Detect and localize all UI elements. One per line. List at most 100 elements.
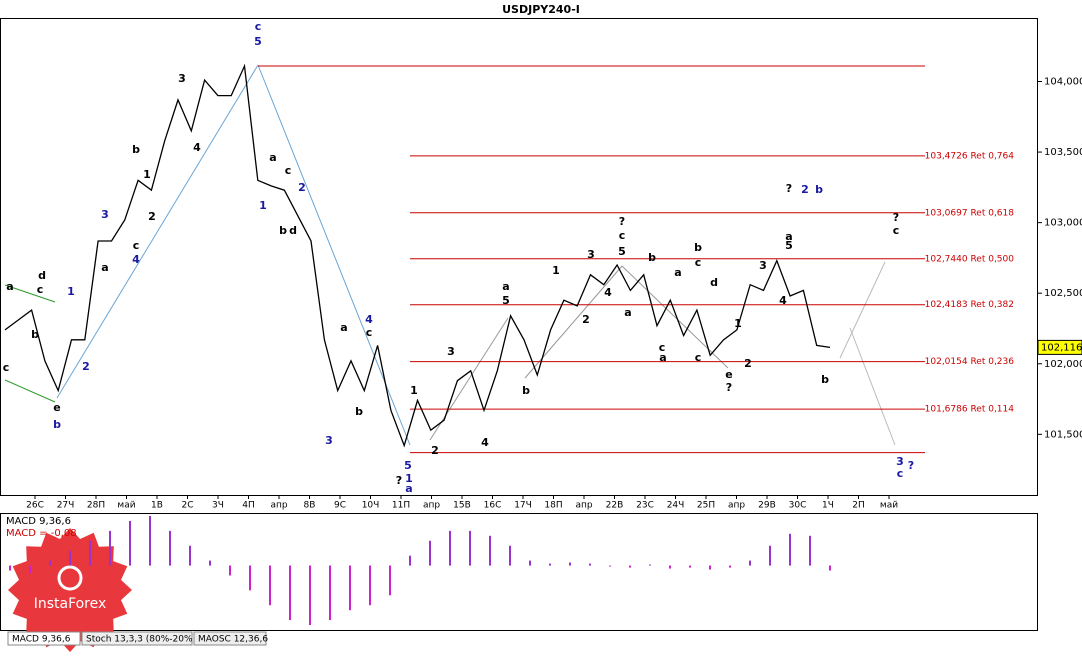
tab-label[interactable]: Stoch 13,3,3 (80%-20%) bbox=[86, 635, 196, 645]
x-tick-label: 26С bbox=[26, 501, 44, 511]
wave-label: c bbox=[695, 256, 702, 269]
level-label: 102,4183 Ret 0,382 bbox=[925, 300, 1014, 310]
wave-label: 2 bbox=[298, 181, 306, 194]
trend-line bbox=[56, 64, 259, 399]
wave-label: 5 bbox=[502, 294, 510, 307]
x-tick-label: апр bbox=[728, 501, 745, 511]
wave-label: b bbox=[31, 328, 39, 341]
wave-label: a bbox=[269, 151, 276, 164]
wave-label: 1 bbox=[143, 168, 151, 181]
watermark-icon bbox=[57, 565, 83, 591]
wave-label: a bbox=[624, 306, 631, 319]
wave-label: a bbox=[101, 261, 108, 274]
y-tick-label: 103,000 bbox=[1044, 218, 1082, 229]
x-tick-label: 22В bbox=[606, 501, 624, 511]
y-tick-label: 102,500 bbox=[1044, 288, 1082, 299]
x-tick-label: 15В bbox=[453, 501, 471, 511]
trend-line bbox=[839, 261, 886, 359]
price-marker bbox=[1037, 339, 1082, 355]
y-tick-label: 104,000 bbox=[1044, 77, 1082, 88]
price-label: 102,116 bbox=[1041, 342, 1082, 353]
wave-label: 4 bbox=[481, 436, 489, 449]
level-label: 103,0697 Ret 0,618 bbox=[925, 208, 1015, 218]
trend-line bbox=[4, 379, 56, 403]
x-tick-label: 2С bbox=[181, 501, 193, 511]
watermark: InstaForex bbox=[8, 528, 132, 652]
trend-line bbox=[849, 327, 896, 446]
x-tick-label: 10Ч bbox=[362, 501, 380, 511]
wave-label: b bbox=[694, 241, 702, 254]
tab[interactable] bbox=[81, 631, 193, 646]
wave-label: 3 bbox=[896, 455, 904, 468]
trend-line bbox=[4, 284, 56, 303]
tab-label[interactable]: MAOSC 12,36,6 bbox=[198, 635, 268, 645]
x-tick-label: 29В bbox=[758, 501, 776, 511]
level-label: 101,6786 Ret 0,114 bbox=[925, 405, 1015, 415]
wave-label: e bbox=[725, 368, 732, 381]
wave-label: 5 bbox=[785, 239, 793, 252]
wave-label: c bbox=[285, 164, 292, 177]
x-tick-label: 3Ч bbox=[212, 501, 224, 511]
wave-label: b bbox=[53, 418, 61, 431]
macd-value: MACD = -0,08 bbox=[6, 528, 77, 539]
tab-label[interactable]: MACD 9,36,6 bbox=[12, 635, 71, 645]
wave-label: c bbox=[893, 224, 900, 237]
wave-label: 3 bbox=[587, 248, 595, 261]
wave-label: c bbox=[255, 20, 262, 33]
x-tick-label: 27Ч bbox=[57, 501, 75, 511]
wave-label: b bbox=[821, 373, 829, 386]
level-label: 103,4726 Ret 0,764 bbox=[925, 151, 1015, 161]
wave-label: a bbox=[659, 351, 666, 364]
wave-label: b bbox=[815, 183, 823, 196]
wave-label: c bbox=[695, 351, 702, 364]
wave-label: 4 bbox=[779, 294, 787, 307]
wave-label: 3 bbox=[101, 208, 109, 221]
y-tick-label: 103,500 bbox=[1044, 147, 1082, 158]
wave-label: c bbox=[659, 341, 666, 354]
wave-label: c bbox=[133, 239, 140, 252]
wave-label: 2 bbox=[801, 183, 809, 196]
x-tick-label: 24Ч bbox=[667, 501, 685, 511]
wave-label: 5 bbox=[618, 245, 626, 258]
wave-label: 4 bbox=[193, 141, 201, 154]
x-tick-label: 28П bbox=[87, 501, 105, 511]
wave-label: 3 bbox=[325, 434, 333, 447]
wave-label: ? bbox=[786, 182, 792, 195]
wave-label: a bbox=[340, 321, 347, 334]
wave-label: c bbox=[3, 361, 10, 374]
wave-label: d bbox=[710, 276, 718, 289]
x-tick-label: 25П bbox=[697, 501, 715, 511]
wave-label: ? bbox=[726, 381, 732, 394]
wave-label: 5 bbox=[404, 459, 412, 472]
wave-label: 3 bbox=[447, 345, 455, 358]
wave-label: 1 bbox=[552, 264, 560, 277]
wave-label: c bbox=[366, 326, 373, 339]
tab[interactable] bbox=[193, 631, 267, 646]
wave-label: a bbox=[674, 266, 681, 279]
wave-label: 2 bbox=[744, 357, 752, 370]
wave-label: e bbox=[53, 401, 60, 414]
x-tick-label: 4П bbox=[242, 501, 255, 511]
level-label: 102,0154 Ret 0,236 bbox=[925, 357, 1015, 367]
x-tick-label: 18П bbox=[544, 501, 562, 511]
x-tick-label: 9С bbox=[334, 501, 346, 511]
x-tick-label: апр bbox=[423, 501, 440, 511]
trend-line bbox=[524, 265, 623, 379]
chart-title: USDJPY240-I bbox=[502, 3, 580, 16]
wave-label: 1 bbox=[734, 317, 742, 330]
wave-label: 4 bbox=[132, 253, 140, 266]
wave-label: ? bbox=[893, 211, 899, 224]
wave-label: 1 bbox=[67, 285, 75, 298]
wave-label: 1 bbox=[410, 384, 418, 397]
macd-frame bbox=[0, 513, 1038, 631]
wave-label: a bbox=[502, 280, 509, 293]
wave-label: b bbox=[355, 405, 363, 418]
x-tick-label: май bbox=[117, 501, 135, 511]
x-tick-label: 23С bbox=[636, 501, 654, 511]
wave-label: 4 bbox=[604, 286, 612, 299]
trend-line bbox=[429, 317, 509, 441]
y-tick-label: 101,500 bbox=[1044, 429, 1082, 440]
tab[interactable] bbox=[7, 631, 81, 646]
